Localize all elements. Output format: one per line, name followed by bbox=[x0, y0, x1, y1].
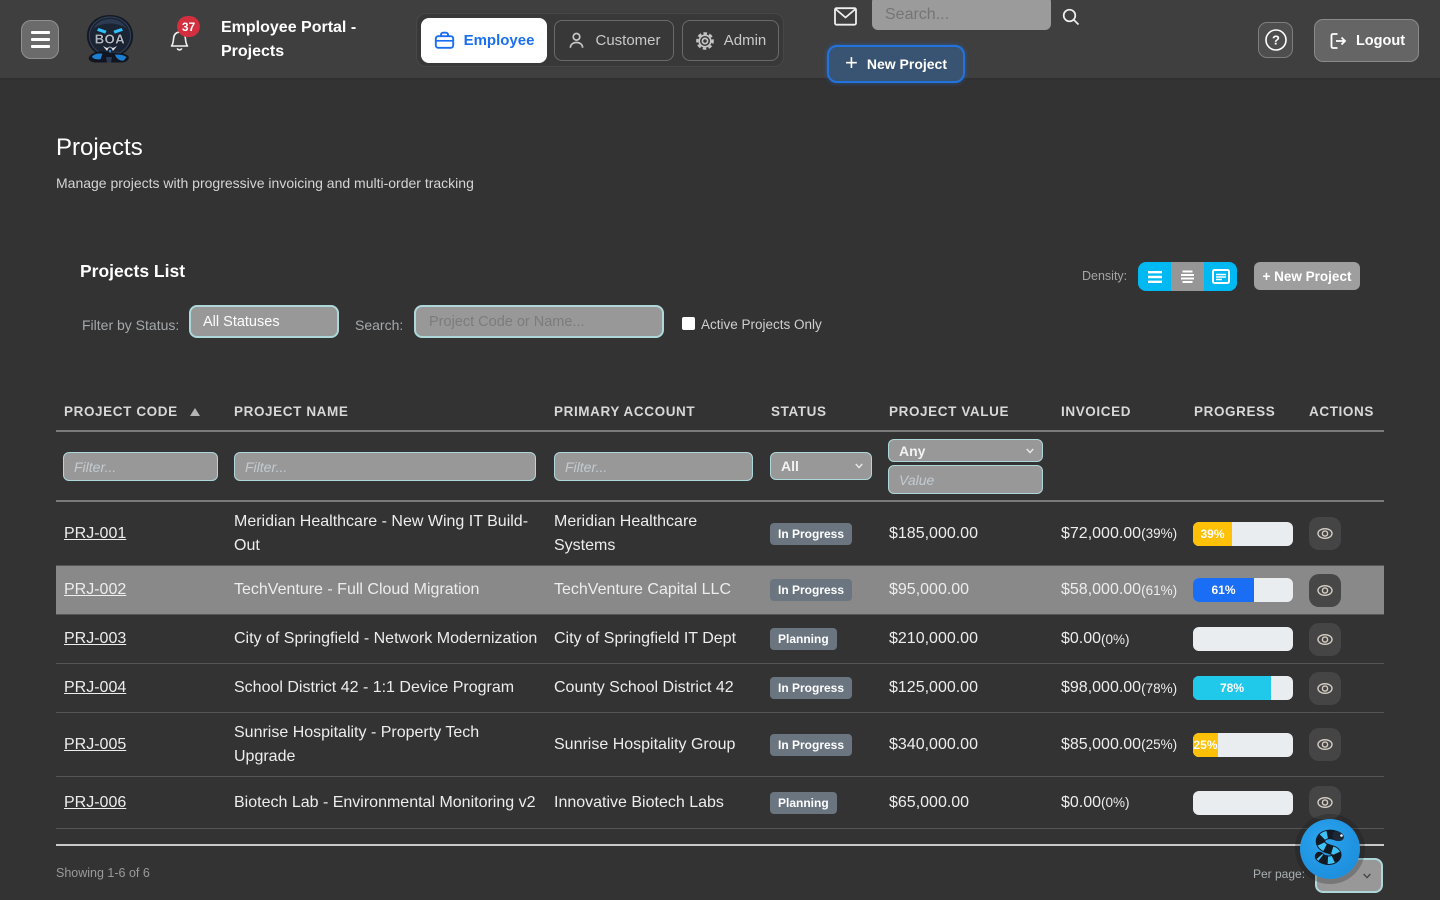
svg-text:BOA: BOA bbox=[95, 32, 126, 47]
svg-text:?: ? bbox=[1272, 33, 1280, 48]
